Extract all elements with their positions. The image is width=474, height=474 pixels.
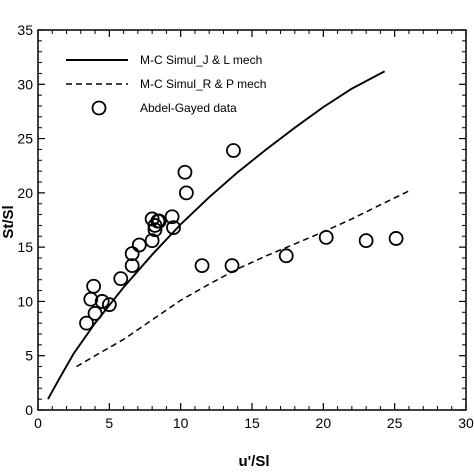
data-point bbox=[101, 297, 117, 313]
data-point bbox=[131, 237, 147, 253]
data-point bbox=[388, 231, 404, 246]
legend-label-rp-mech: M-C Simul_R & P mech bbox=[140, 77, 266, 91]
data-point bbox=[318, 229, 334, 245]
series-lines bbox=[47, 70, 413, 400]
y-tick-label: 30 bbox=[17, 76, 33, 92]
data-point bbox=[224, 258, 240, 274]
data-point bbox=[124, 246, 140, 262]
y-tick-label: 10 bbox=[17, 293, 33, 309]
y-tick-label: 15 bbox=[17, 239, 33, 255]
x-tick-label: 10 bbox=[173, 415, 189, 431]
x-tick-label: 25 bbox=[387, 415, 403, 431]
y-axis-title: St/Sl bbox=[0, 205, 17, 238]
data-point bbox=[87, 305, 103, 321]
data-point bbox=[79, 315, 94, 331]
data-point bbox=[164, 209, 180, 225]
data-points bbox=[79, 143, 404, 331]
x-tick-label: 5 bbox=[105, 415, 113, 431]
x-tick-label: 15 bbox=[244, 415, 260, 431]
legend-swatch-circle bbox=[91, 100, 107, 116]
series-line-rp-mech bbox=[76, 188, 413, 368]
data-point bbox=[113, 271, 129, 287]
series-line-jl-mech bbox=[47, 70, 386, 400]
data-point bbox=[124, 258, 140, 274]
data-point bbox=[94, 294, 110, 309]
y-tick-label: 35 bbox=[17, 22, 33, 38]
x-axis-title: u'/Sl bbox=[238, 453, 269, 470]
data-point bbox=[194, 258, 210, 274]
legend-label-abdel-gayed: Abdel-Gayed data bbox=[140, 101, 237, 115]
y-tick-label: 0 bbox=[25, 402, 33, 418]
x-tick-label: 20 bbox=[316, 415, 332, 431]
data-point bbox=[278, 248, 294, 264]
legend-label-jl-mech: M-C Simul_J & L mech bbox=[140, 53, 262, 67]
legend: M-C Simul_J & L mech M-C Simul_R & P mec… bbox=[66, 53, 266, 116]
data-point bbox=[226, 143, 241, 158]
x-tick-label: 30 bbox=[458, 415, 474, 431]
data-point bbox=[166, 220, 181, 236]
data-point bbox=[147, 222, 163, 238]
y-tick-label: 20 bbox=[17, 185, 33, 201]
data-point bbox=[177, 164, 193, 180]
data-point bbox=[144, 233, 160, 249]
data-point bbox=[358, 233, 374, 249]
y-tick-label: 5 bbox=[25, 348, 33, 364]
data-point bbox=[151, 213, 167, 229]
x-tick-label: 0 bbox=[34, 415, 42, 431]
data-point bbox=[86, 278, 102, 294]
y-tick-label: 25 bbox=[17, 131, 33, 147]
ticks-layer: 0 5 10 15 20 25 30 0 5 10 15 20 25 30 35 bbox=[17, 22, 474, 431]
data-point bbox=[178, 185, 194, 201]
